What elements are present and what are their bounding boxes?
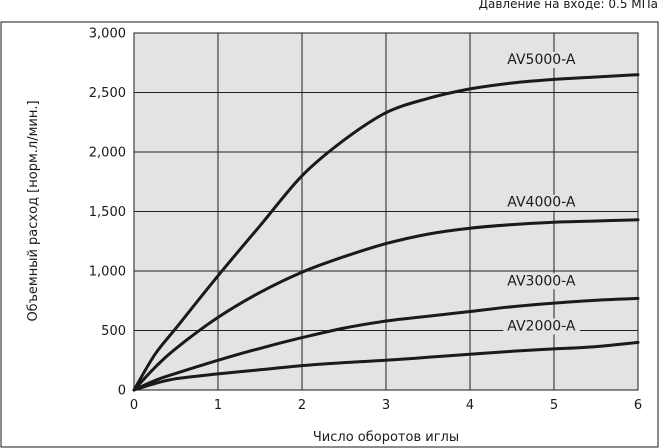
y-tick-label: 3,000 [89,27,126,42]
x-tick-label: 1 [214,398,222,413]
y-tick-label: 2,000 [89,146,126,161]
x-tick-label: 0 [130,398,138,413]
x-axis-title: Число оборотов иглы [313,430,459,445]
x-axis-ticks: 0 1 2 3 4 5 6 [130,398,642,413]
x-tick-label: 2 [298,398,306,413]
series-label-av5000-a: AV5000-A [507,52,576,68]
x-tick-label: 6 [634,398,642,413]
y-axis-title: Объемный расход [норм.л/мин.] [26,100,41,321]
series-label-av4000-a: AV4000-A [507,195,576,211]
x-tick-label: 5 [550,398,558,413]
x-tick-label: 4 [466,398,474,413]
series-label-av3000-a: AV3000-A [507,273,576,289]
y-tick-label: 0 [118,384,126,399]
y-axis-ticks: 0 500 1,000 1,500 2,000 2,500 3,000 [89,27,126,399]
pressure-note: Давление на входе: 0.5 МПа [479,0,658,11]
y-tick-label: 2,500 [89,86,126,101]
series-label-av2000-a: AV2000-A [507,319,576,335]
y-tick-label: 500 [101,324,126,339]
y-tick-label: 1,500 [89,205,126,220]
x-tick-label: 3 [382,398,390,413]
y-tick-label: 1,000 [89,265,126,280]
